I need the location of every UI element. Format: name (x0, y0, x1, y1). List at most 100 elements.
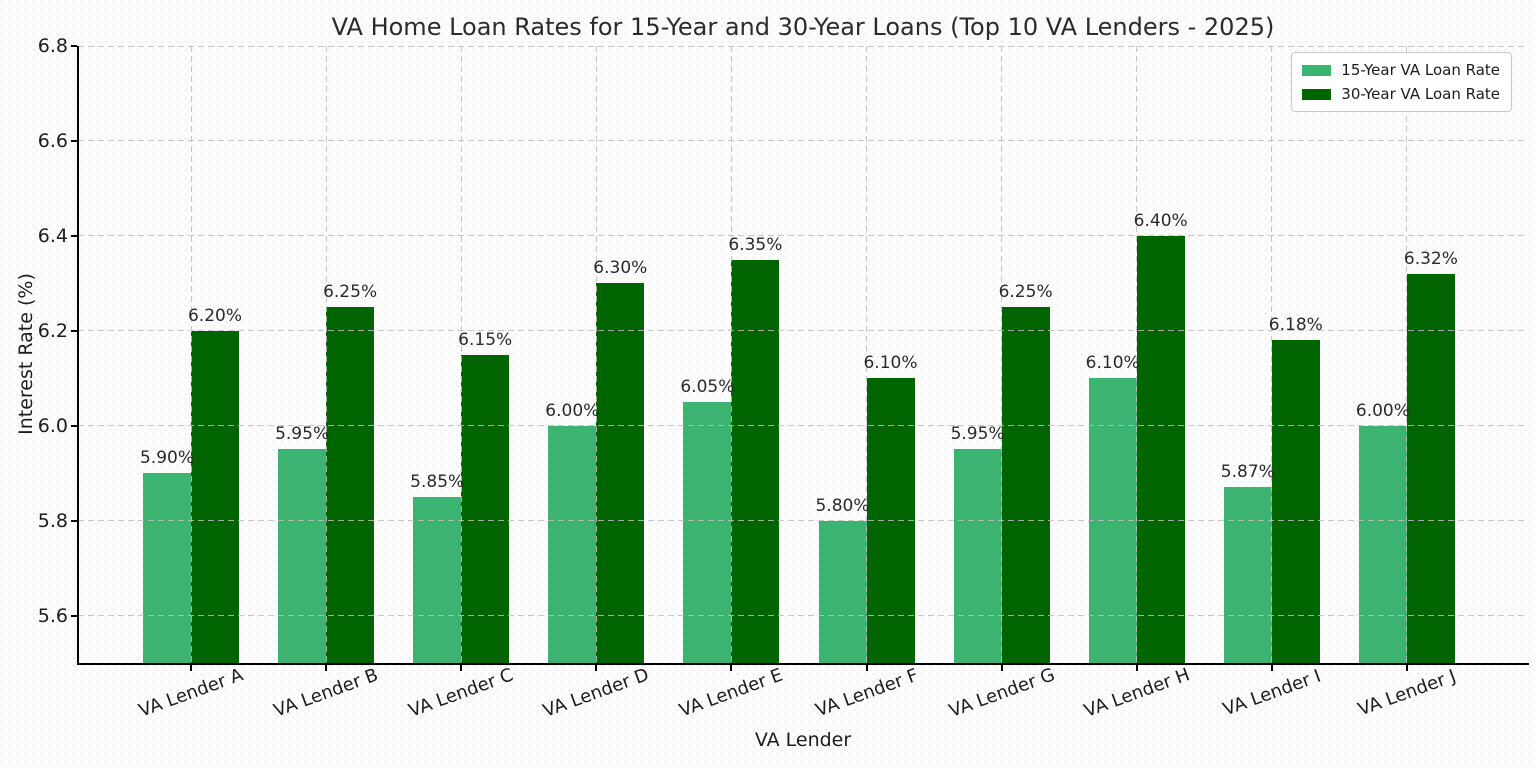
h-gridline (78, 45, 1528, 47)
y-tick-label: 5.8 (37, 509, 68, 532)
x-tick-mark (595, 665, 598, 671)
y-tick-mark (71, 45, 77, 47)
x-tick-label: VA Lender I (1220, 665, 1324, 721)
y-tick-mark (71, 424, 77, 427)
bar-15yr (683, 401, 732, 663)
x-tick-mark (325, 665, 328, 671)
bar-30yr (1271, 340, 1320, 663)
x-tick-label: VA Lender E (676, 664, 786, 722)
x-tick-label: VA Lender B (271, 664, 382, 722)
x-tick-label: VA Lender G (945, 664, 1058, 722)
bar-value-label: 6.32% (1403, 248, 1458, 269)
x-tick-mark (460, 665, 463, 671)
bar-15yr (953, 449, 1002, 663)
y-tick-mark (71, 519, 77, 522)
bar-30yr (326, 307, 375, 663)
bar-15yr (1358, 425, 1407, 663)
x-tick-label: VA Lender A (136, 664, 246, 722)
bar-value-label: 6.05% (680, 376, 735, 397)
h-gridline (78, 425, 1528, 427)
y-axis-spine (77, 46, 79, 665)
v-gridline (866, 46, 867, 663)
x-tick-mark (1135, 665, 1138, 671)
legend-row: 15-Year VA Loan Rate (1302, 61, 1500, 79)
v-gridline (1406, 46, 1408, 663)
legend: 15-Year VA Loan Rate 30-Year VA Loan Rate (1291, 52, 1512, 112)
h-gridline (78, 330, 1528, 332)
bar-30yr (596, 283, 645, 663)
h-gridline (78, 615, 1528, 617)
v-gridline (325, 46, 327, 663)
x-tick-mark (730, 665, 733, 671)
legend-label: 30-Year VA Loan Rate (1341, 85, 1500, 103)
bar-15yr (278, 449, 327, 663)
x-tick-label: VA Lender H (1081, 664, 1193, 722)
x-axis-label: VA Lender (754, 729, 852, 751)
x-tick-label: VA Lender C (406, 664, 517, 722)
bar-15yr (143, 473, 191, 663)
x-tick-label: VA Lender J (1355, 665, 1459, 721)
y-tick-label: 6.0 (37, 414, 68, 437)
x-tick-label: VA Lender D (540, 664, 652, 722)
y-tick-mark (71, 614, 77, 617)
x-tick-label: VA Lender F (812, 664, 921, 722)
v-gridline (595, 46, 597, 663)
bar-value-label: 5.80% (815, 495, 870, 516)
x-tick-mark (190, 665, 192, 671)
y-tick-label: 5.6 (37, 604, 68, 627)
bar-value-label: 6.00% (1355, 400, 1410, 421)
v-gridline (730, 46, 732, 663)
h-gridline (78, 235, 1528, 237)
y-axis-label: Interest Rate (%) (15, 273, 37, 435)
y-tick-mark (71, 329, 77, 332)
bar-15yr (548, 425, 597, 663)
v-gridline (460, 46, 462, 663)
legend-label: 15-Year VA Loan Rate (1341, 61, 1500, 79)
bar-value-label: 6.40% (1133, 210, 1188, 231)
bar-value-label: 6.00% (545, 400, 600, 421)
bar-value-label: 6.18% (1268, 315, 1323, 336)
bar-value-label: 5.90% (139, 448, 195, 469)
bar-30yr (731, 259, 780, 663)
v-gridline (1136, 46, 1138, 663)
y-tick-label: 6.4 (37, 224, 68, 247)
y-tick-label: 6.2 (37, 319, 68, 342)
v-gridline (1271, 46, 1273, 663)
x-tick-mark (1270, 665, 1273, 671)
x-tick-mark (1405, 665, 1408, 671)
h-gridline (78, 520, 1528, 522)
v-gridline (1001, 46, 1003, 663)
bar-15yr (1223, 487, 1272, 663)
legend-row: 30-Year VA Loan Rate (1302, 85, 1500, 103)
chart-title: VA Home Loan Rates for 15-Year and 30-Ye… (331, 13, 1275, 41)
bar-30yr (461, 354, 510, 663)
bar-value-label: 6.10% (1085, 353, 1140, 374)
bar-value-label: 6.35% (728, 234, 783, 255)
bar-value-label: 6.30% (593, 258, 648, 279)
legend-swatch (1302, 88, 1332, 100)
h-gridline (78, 140, 1528, 142)
bar-value-label: 5.85% (410, 471, 465, 492)
bar-value-label: 6.15% (458, 329, 513, 350)
y-tick-mark (71, 234, 77, 237)
y-tick-label: 6.6 (37, 129, 68, 152)
bar-value-label: 6.25% (323, 282, 378, 303)
bar-30yr (1001, 307, 1050, 663)
bar-15yr (818, 520, 867, 663)
bar-15yr (413, 496, 462, 663)
legend-swatch (1302, 64, 1332, 76)
bar-value-label: 5.95% (275, 424, 330, 445)
bar-30yr (191, 330, 239, 663)
bar-value-label: 6.10% (863, 353, 918, 374)
v-gridline (190, 46, 192, 663)
bar-value-label: 5.87% (1220, 462, 1275, 483)
bar-value-label: 6.20% (187, 305, 243, 326)
y-tick-mark (71, 139, 77, 142)
x-tick-mark (1000, 665, 1003, 671)
bar-value-label: 5.95% (950, 424, 1005, 445)
y-tick-label: 6.8 (37, 35, 68, 57)
x-tick-mark (865, 665, 868, 671)
bar-30yr (1136, 235, 1185, 663)
bar-30yr (1406, 273, 1455, 663)
